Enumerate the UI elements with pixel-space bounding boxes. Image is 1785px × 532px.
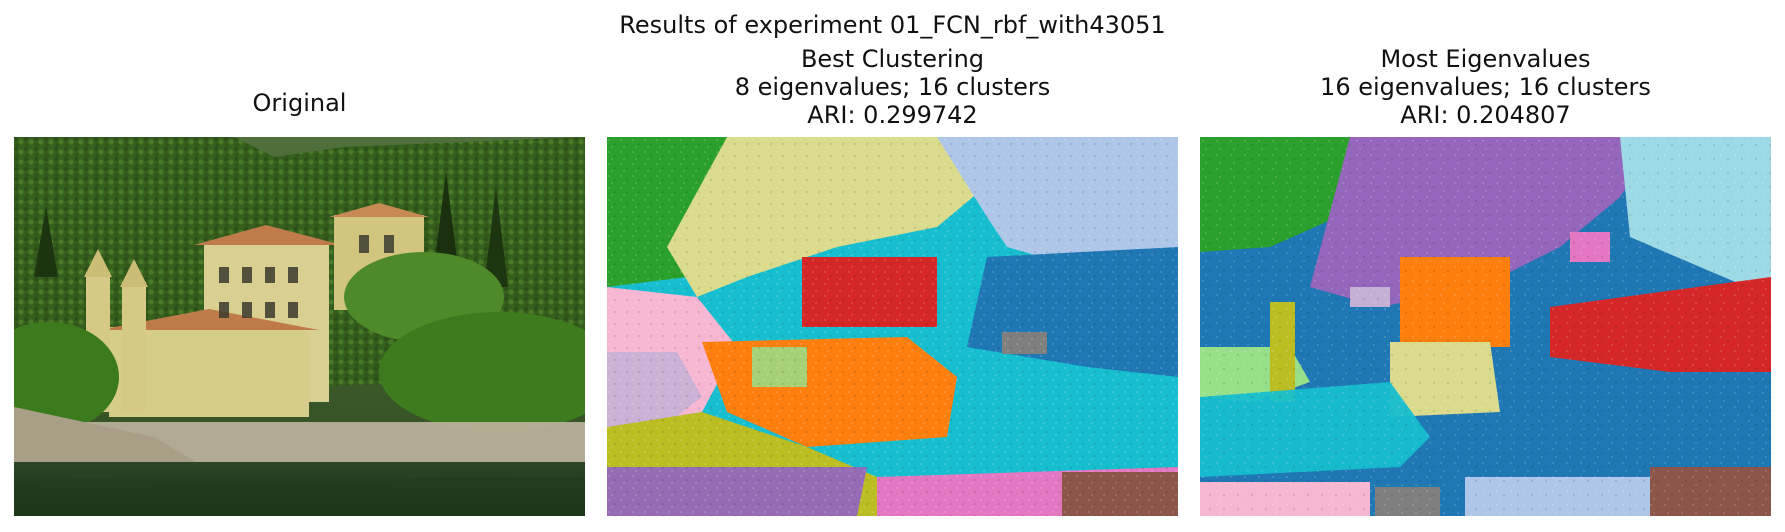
- noise-overlay: [607, 137, 1178, 516]
- water-reflection: [14, 477, 585, 516]
- villa-lower-roof: [99, 309, 319, 330]
- original-image: [14, 137, 585, 516]
- panel-title-line: Best Clustering: [800, 45, 985, 73]
- original-photo-svg: [14, 137, 585, 516]
- stairs-terrace: [14, 407, 204, 467]
- figure-title: Results of experiment 01_FCN_rbf_with430…: [619, 11, 1166, 39]
- cypress-tree: [34, 207, 58, 277]
- panel-title-line: 8 eigenvalues; 16 clusters: [734, 73, 1051, 101]
- best-clustering-image: [607, 137, 1178, 516]
- panel-title-best: Best Clustering 8 eigenvalues; 16 cluste…: [607, 45, 1178, 129]
- villa-tower: [122, 282, 146, 412]
- panel-title-most: Most Eigenvalues 16 eigenvalues; 16 clus…: [1200, 45, 1771, 129]
- most-eigenvalues-svg: [1200, 137, 1771, 516]
- panel-title-original: Original: [14, 89, 585, 117]
- panel-title-line: ARI: 0.204807: [1400, 101, 1571, 129]
- villa-tower-roof: [120, 259, 148, 287]
- panel-title-line: Most Eigenvalues: [1380, 45, 1591, 73]
- villa-roof: [194, 225, 342, 245]
- villa-tower-roof: [84, 249, 112, 277]
- villa-right-roof: [329, 203, 429, 217]
- cypress-tree: [484, 187, 508, 287]
- best-clustering-svg: [607, 137, 1178, 516]
- garden-bush: [379, 312, 585, 432]
- garden-bush: [14, 322, 119, 432]
- noise-overlay: [1200, 137, 1771, 516]
- most-eigenvalues-image: [1200, 137, 1771, 516]
- panel-title-line: Original: [252, 89, 347, 117]
- villa-windows: [219, 235, 394, 318]
- panel-title-line: 16 eigenvalues; 16 clusters: [1320, 73, 1651, 101]
- cypress-tree: [434, 172, 458, 267]
- panel-title-line: ARI: 0.299742: [807, 101, 978, 129]
